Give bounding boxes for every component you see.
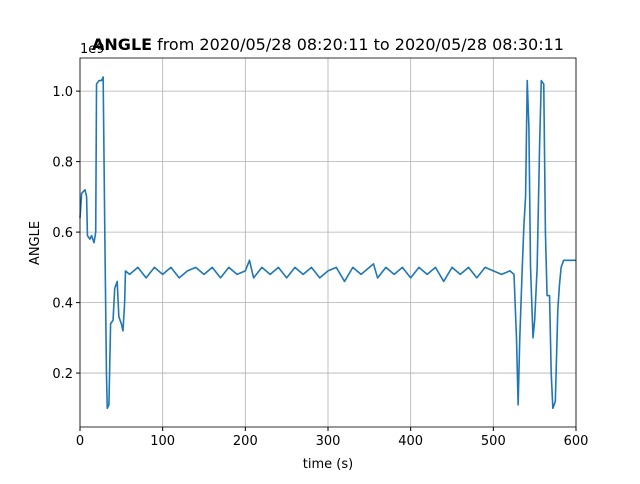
- x-tick-label: 100: [150, 434, 175, 449]
- y-tick-label: 0.6: [52, 226, 73, 241]
- axes-frame: [79, 57, 577, 428]
- x-tick-label: 400: [398, 434, 423, 449]
- y-tick-label: 1.0: [52, 85, 73, 100]
- chart-title: ANGLE from 2020/05/28 08:20:11 to 2020/05…: [92, 35, 564, 54]
- y-tick-label: 0.8: [52, 156, 73, 171]
- x-tick-label: 500: [481, 434, 506, 449]
- x-tick-label: 0: [76, 434, 84, 449]
- data-line: [79, 76, 576, 410]
- title-rest: from 2020/05/28 08:20:11 to 2020/05/28 0…: [157, 35, 564, 54]
- x-axis-label: time (s): [303, 457, 353, 472]
- x-tick-label: 600: [564, 434, 589, 449]
- x-tick-label: 300: [316, 434, 341, 449]
- y-tick-label: 0.2: [52, 367, 73, 382]
- title-bold: ANGLE: [92, 35, 152, 54]
- x-tick-label: 200: [233, 434, 258, 449]
- y-axis-label: ANGLE: [28, 221, 43, 265]
- y-offset-text: 1e9: [80, 42, 105, 57]
- y-tick-label: 0.4: [52, 297, 73, 312]
